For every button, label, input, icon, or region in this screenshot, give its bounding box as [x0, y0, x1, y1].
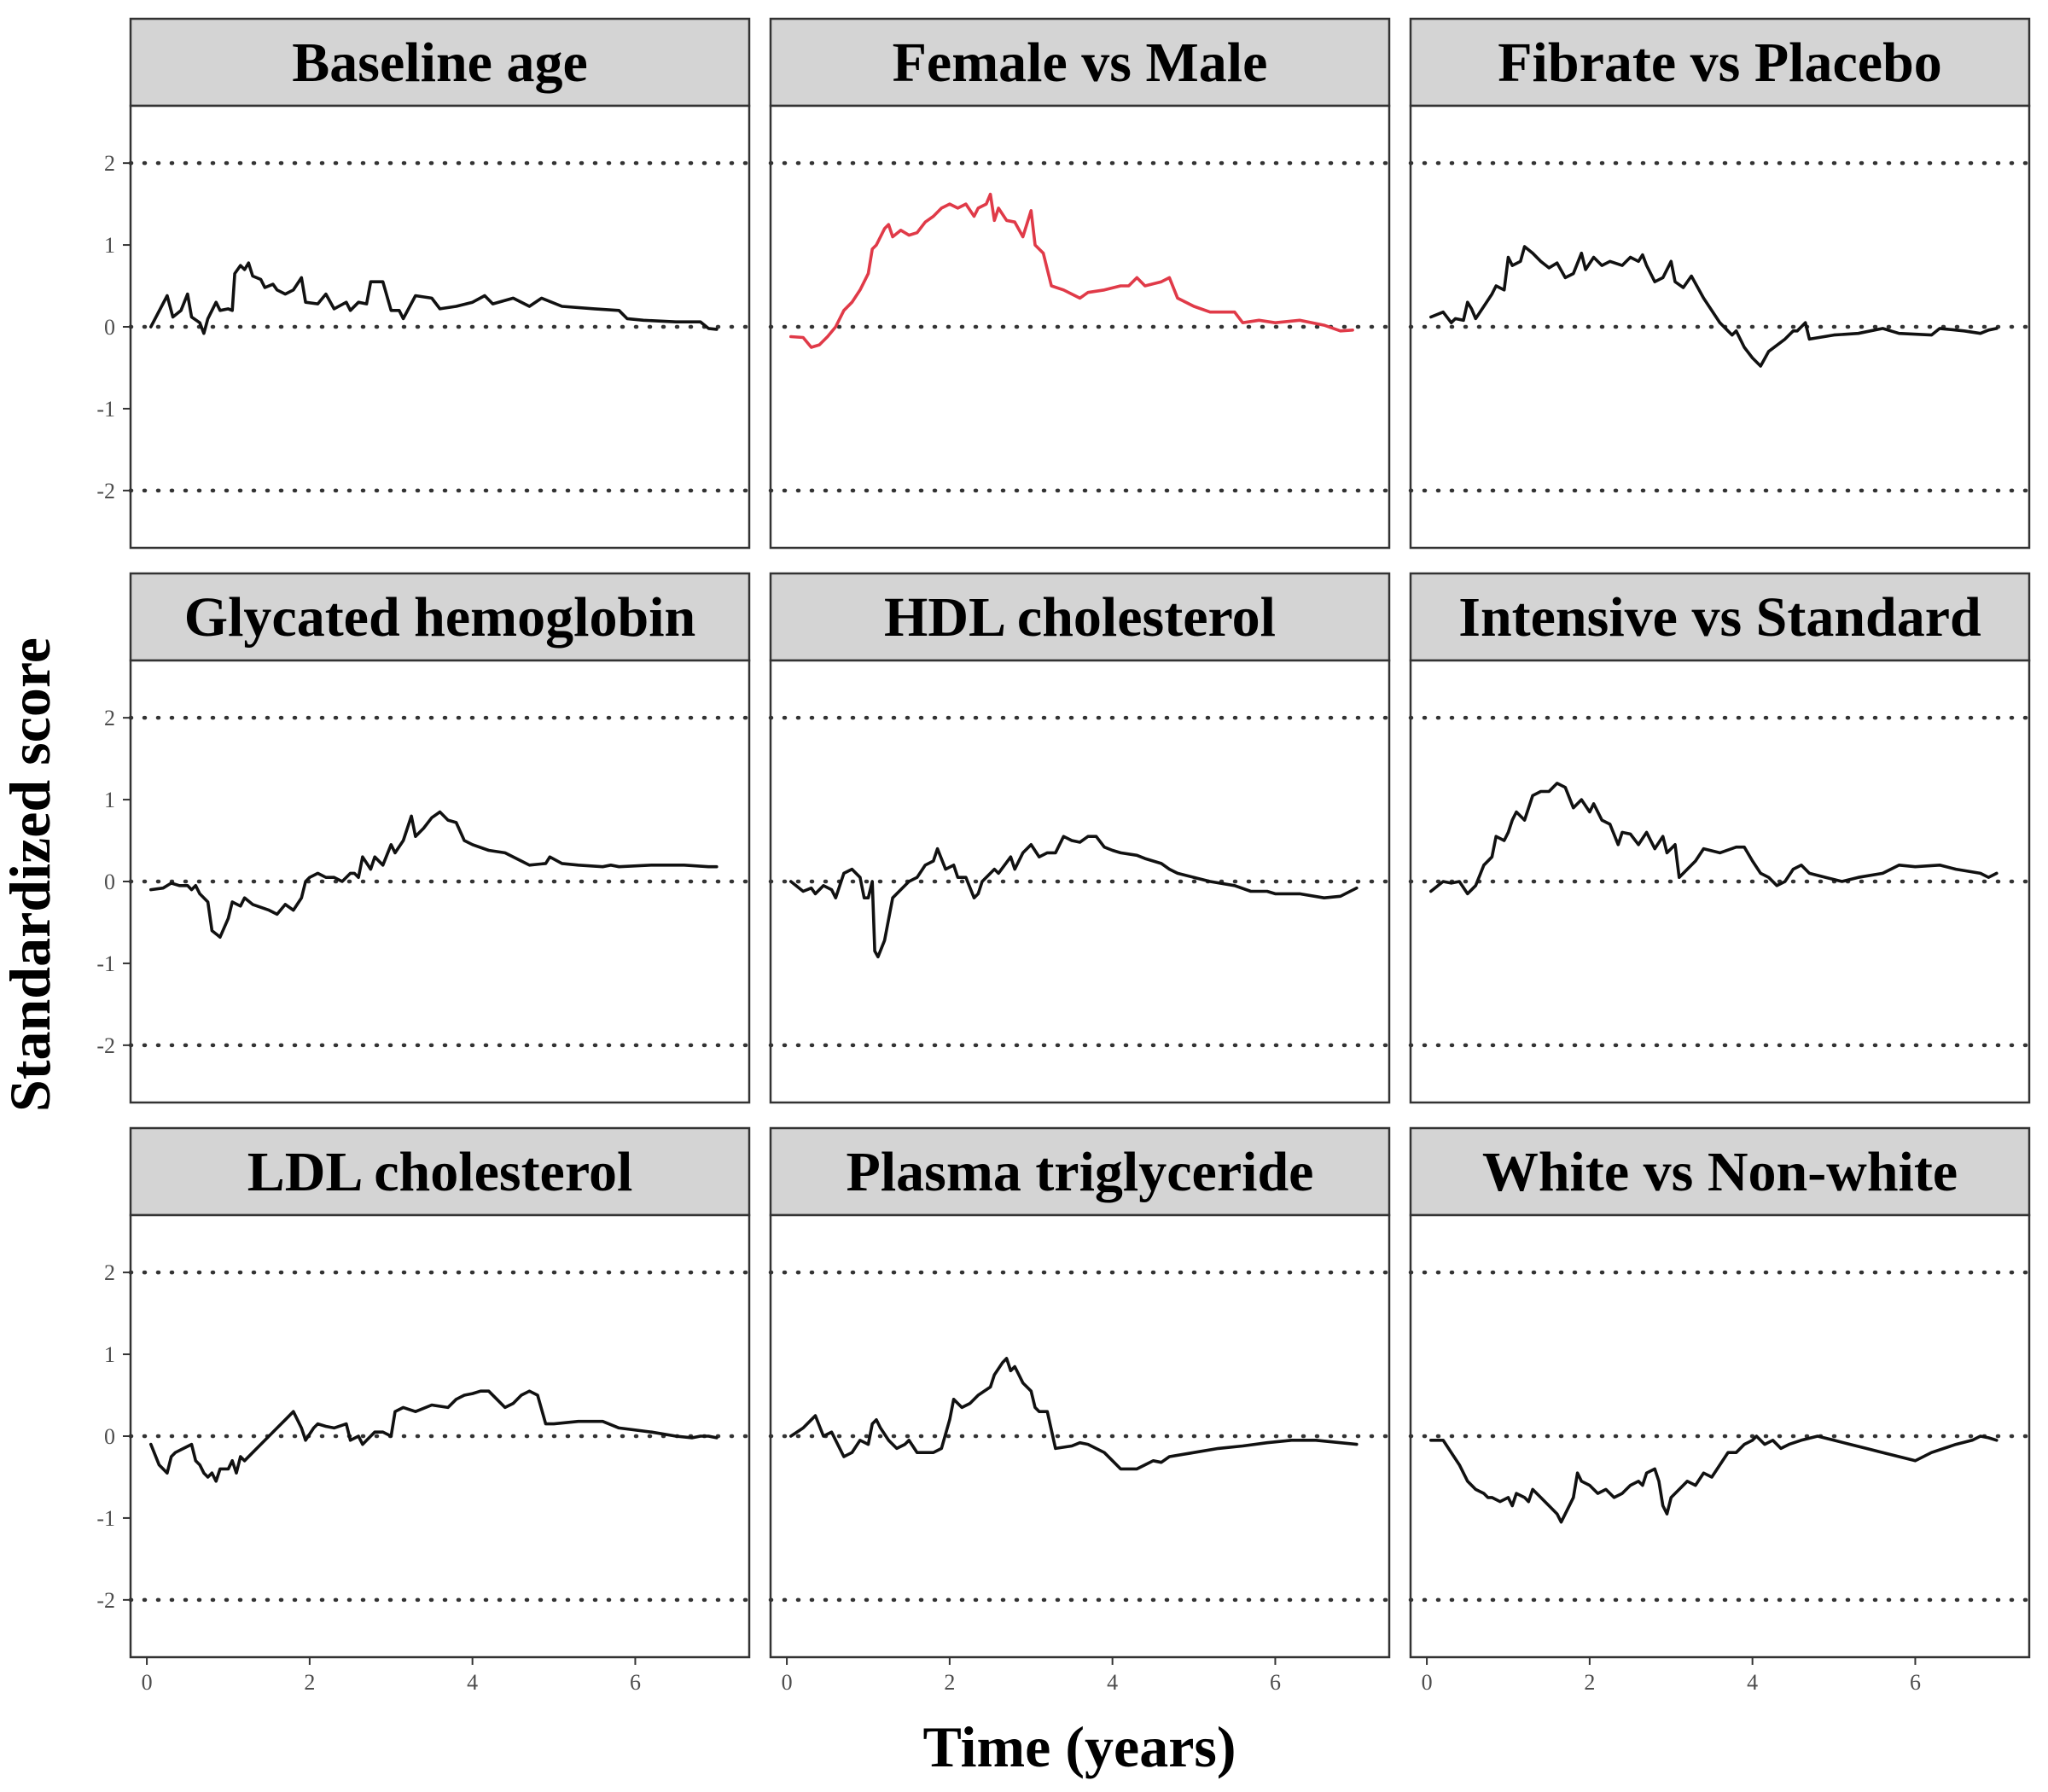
panel-strip	[769, 572, 1391, 662]
panel-title: White vs Non-white	[1482, 1141, 1958, 1203]
plot-area	[129, 104, 751, 550]
y-tick-label: -1	[96, 397, 115, 422]
panel-hdl-cholesterol: HDL cholesterol	[768, 572, 1392, 1104]
panel-strip	[129, 17, 751, 108]
series-line	[149, 1389, 719, 1483]
x-tick-label: 2	[1584, 1670, 1595, 1695]
y-tick-label: 1	[104, 1342, 115, 1367]
plot-area	[1409, 659, 2031, 1104]
y-tick-label: 2	[104, 1260, 115, 1285]
y-tick-label: -2	[96, 1588, 115, 1613]
plot-area	[129, 1213, 751, 1659]
plot-area	[769, 1213, 1391, 1659]
series-line	[1429, 782, 1999, 896]
panel-fibrate-vs-placebo: Fibrate vs Placebo	[1408, 17, 2032, 550]
plot-area	[1409, 104, 2031, 550]
x-tick-label: 0	[142, 1670, 153, 1695]
plot-area	[129, 659, 751, 1104]
x-tick-label: 4	[467, 1670, 478, 1695]
series-line	[1429, 1434, 1999, 1524]
y-tick-label: -2	[96, 1033, 115, 1058]
panel-baseline-age: Baseline age -2 -1 0 1 2	[96, 17, 752, 550]
x-axis-title: Time (years)	[923, 1714, 1236, 1779]
panel-strip	[1409, 17, 2031, 108]
series-line	[149, 810, 719, 939]
y-tick-label: 0	[104, 315, 115, 340]
y-tick-label: 0	[104, 870, 115, 894]
series-line	[149, 261, 719, 335]
series-line	[1429, 245, 1999, 368]
panel-white-vs-non-white: White vs Non-white 0 2 4 6	[1408, 1126, 2032, 1695]
panel-title: Glycated hemoglobin	[184, 586, 696, 649]
panel-intensive-vs-standard: Intensive vs Standard	[1408, 572, 2032, 1104]
panel-title: Fibrate vs Placebo	[1498, 32, 1942, 94]
panel-glycated-hemoglobin: Glycated hemoglobin -2 -1 0 1 2	[96, 572, 752, 1104]
panel-strip	[129, 1126, 751, 1217]
series-line	[789, 835, 1359, 959]
panel-title: Plasma triglyceride	[847, 1141, 1314, 1203]
y-tick-label: -1	[96, 1506, 115, 1531]
plot-area	[769, 104, 1391, 550]
panel-female-vs-male: Female vs Male	[768, 17, 1392, 550]
panel-ldl-cholesterol: LDL cholesterol -2 -1 0 1 2 0 2 4 6	[96, 1126, 752, 1695]
panel-title: Female vs Male	[893, 32, 1268, 94]
panel-title: Baseline age	[292, 32, 587, 94]
x-tick-label: 2	[944, 1670, 955, 1695]
x-tick-label: 0	[1422, 1670, 1433, 1695]
panel-grid: Baseline age -2 -1 0 1 2 Female vs Male Fibrate…	[96, 17, 2032, 1695]
y-tick-label: -2	[96, 479, 115, 503]
y-axis-title: Standardized score	[0, 637, 62, 1112]
x-tick-label: 6	[1270, 1670, 1281, 1695]
y-tick-label: -1	[96, 951, 115, 976]
plot-area	[1409, 1213, 2031, 1659]
panel-strip	[769, 17, 1391, 108]
x-tick-label: 0	[782, 1670, 793, 1695]
x-tick-label: 6	[1910, 1670, 1921, 1695]
y-tick-label: 2	[104, 706, 115, 730]
panel-strip	[129, 572, 751, 662]
y-tick-label: 0	[104, 1424, 115, 1449]
x-tick-label: 6	[630, 1670, 641, 1695]
panel-strip	[1409, 1126, 2031, 1217]
plot-area	[769, 659, 1391, 1104]
y-tick-label: 1	[104, 788, 115, 812]
x-tick-label: 2	[304, 1670, 315, 1695]
panel-title: Intensive vs Standard	[1458, 586, 1981, 649]
panel-strip	[769, 1126, 1391, 1217]
panel-title: HDL cholesterol	[884, 586, 1276, 649]
panel-plasma-triglyceride: Plasma triglyceride 0 2 4 6	[768, 1126, 1392, 1695]
series-line	[789, 1357, 1359, 1471]
y-tick-label: 2	[104, 151, 115, 176]
x-tick-label: 4	[1107, 1670, 1118, 1695]
x-tick-label: 4	[1747, 1670, 1758, 1695]
panel-title: LDL cholesterol	[247, 1141, 633, 1203]
y-tick-label: 1	[104, 233, 115, 258]
series-line	[789, 192, 1354, 349]
